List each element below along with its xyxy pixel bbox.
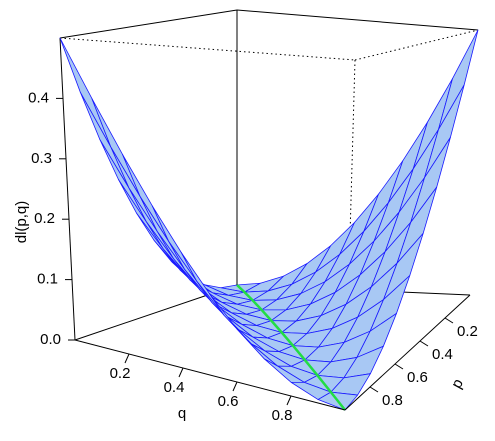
surface-facet bbox=[79, 91, 130, 189]
surface-facet bbox=[59, 37, 112, 148]
x-tick bbox=[124, 353, 130, 364]
y-tick-label: 0.2 bbox=[457, 323, 478, 340]
box-edge bbox=[74, 339, 346, 411]
y-axis-label: p bbox=[448, 376, 467, 391]
z-tick-label: 0.1 bbox=[37, 271, 58, 288]
zero-line bbox=[236, 284, 346, 411]
y-tick-label: 0.4 bbox=[432, 346, 453, 363]
z-tick-label: 0.0 bbox=[40, 331, 61, 348]
surface-facet bbox=[91, 98, 141, 197]
y-tick bbox=[444, 317, 454, 324]
box-edge bbox=[236, 9, 479, 31]
y-tick bbox=[369, 386, 379, 393]
box-edge bbox=[344, 294, 471, 411]
x-tick-label: 0.8 bbox=[272, 407, 293, 424]
box-edge bbox=[59, 37, 76, 341]
surface-facet bbox=[110, 146, 158, 232]
z-tick-label: 0.3 bbox=[31, 150, 52, 167]
y-tick bbox=[394, 363, 404, 370]
y-tick-label: 0.6 bbox=[407, 369, 428, 386]
y-tick bbox=[419, 340, 429, 347]
x-axis-label: q bbox=[178, 405, 186, 422]
box-edge bbox=[59, 37, 356, 61]
box-edge bbox=[354, 29, 479, 61]
z-axis-label: dl(p,q) bbox=[13, 201, 30, 244]
y-tick-label: 0.8 bbox=[382, 392, 403, 409]
x-tick bbox=[286, 395, 292, 406]
x-tick bbox=[178, 367, 184, 378]
x-tick bbox=[232, 381, 238, 392]
x-tick-label: 0.6 bbox=[218, 393, 239, 410]
x-tick-label: 0.2 bbox=[110, 365, 131, 382]
box-edge bbox=[59, 9, 238, 39]
surface-facet bbox=[438, 29, 479, 130]
x-tick-label: 0.4 bbox=[164, 379, 185, 396]
z-tick-label: 0.2 bbox=[34, 210, 55, 227]
z-tick-label: 0.4 bbox=[28, 89, 49, 106]
